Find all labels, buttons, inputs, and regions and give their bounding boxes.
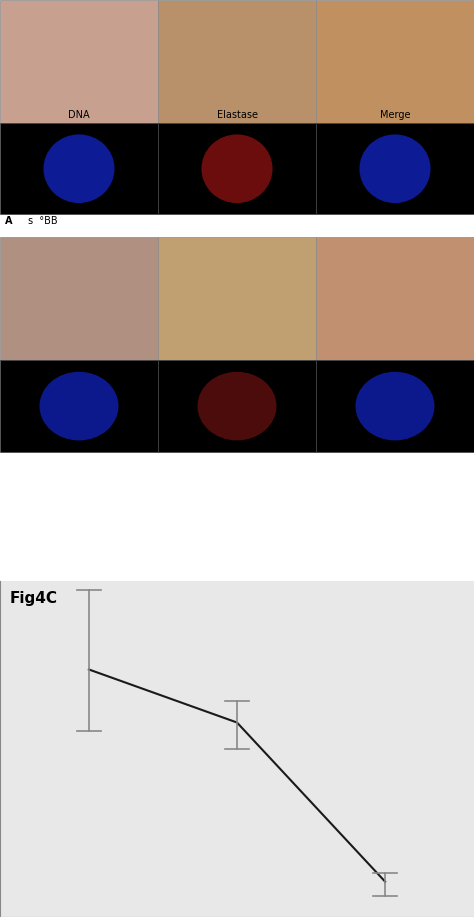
Ellipse shape <box>356 371 435 440</box>
Ellipse shape <box>359 135 430 203</box>
Bar <box>0 360 158 452</box>
Text: Merge: Merge <box>380 110 410 120</box>
Ellipse shape <box>39 371 118 440</box>
Bar <box>316 360 474 452</box>
Bar <box>158 0 316 123</box>
Bar <box>158 360 316 452</box>
Bar <box>158 123 316 215</box>
Bar <box>0 238 158 360</box>
Bar <box>316 0 474 123</box>
Ellipse shape <box>201 135 273 203</box>
Text: s  °BB: s °BB <box>28 216 58 226</box>
Text: Fig4C: Fig4C <box>9 591 57 606</box>
Ellipse shape <box>198 371 276 440</box>
Bar <box>316 123 474 215</box>
Text: DNA: DNA <box>68 110 90 120</box>
Text: Elastase: Elastase <box>217 110 257 120</box>
Text: A: A <box>5 216 12 226</box>
Bar <box>316 238 474 360</box>
Bar <box>0 0 158 123</box>
Bar <box>158 238 316 360</box>
Bar <box>0 123 158 215</box>
Ellipse shape <box>44 135 115 203</box>
